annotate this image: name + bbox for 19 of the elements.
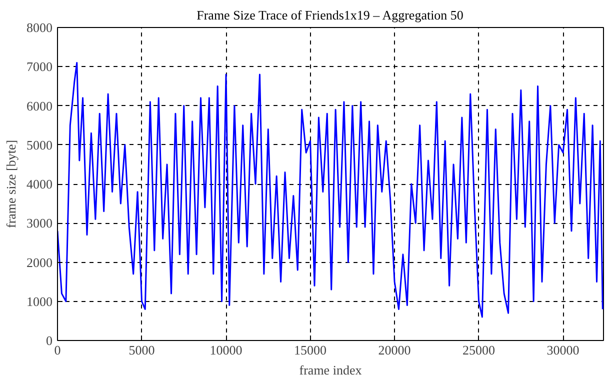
y-tick-label: 8000 — [26, 20, 52, 35]
x-tick-label: 25000 — [462, 342, 496, 358]
y-tick-label: 3000 — [26, 216, 52, 231]
y-tick-label: 4000 — [26, 176, 52, 192]
x-tick-label: 15000 — [294, 342, 327, 358]
y-tick-label: 0 — [46, 333, 52, 348]
x-tick-label: 10000 — [210, 342, 242, 358]
y-tick-label: 5000 — [26, 137, 52, 152]
y-axis-title: frame size [byte] — [4, 140, 18, 228]
x-tick-label: 30000 — [546, 342, 580, 358]
x-tick-label: 5000 — [128, 342, 155, 358]
y-tick-label: 2000 — [26, 254, 52, 270]
y-tick-label: 1000 — [26, 294, 52, 309]
x-tick-label: 20000 — [378, 342, 411, 358]
x-axis-title: frame index — [299, 362, 362, 378]
chart-title: Frame Size Trace of Friends1x19 – Aggregation 50 — [196, 8, 464, 22]
y-tick-label: 7000 — [26, 59, 52, 74]
y-tick-label: 6000 — [26, 98, 52, 114]
line-series — [58, 62, 604, 318]
